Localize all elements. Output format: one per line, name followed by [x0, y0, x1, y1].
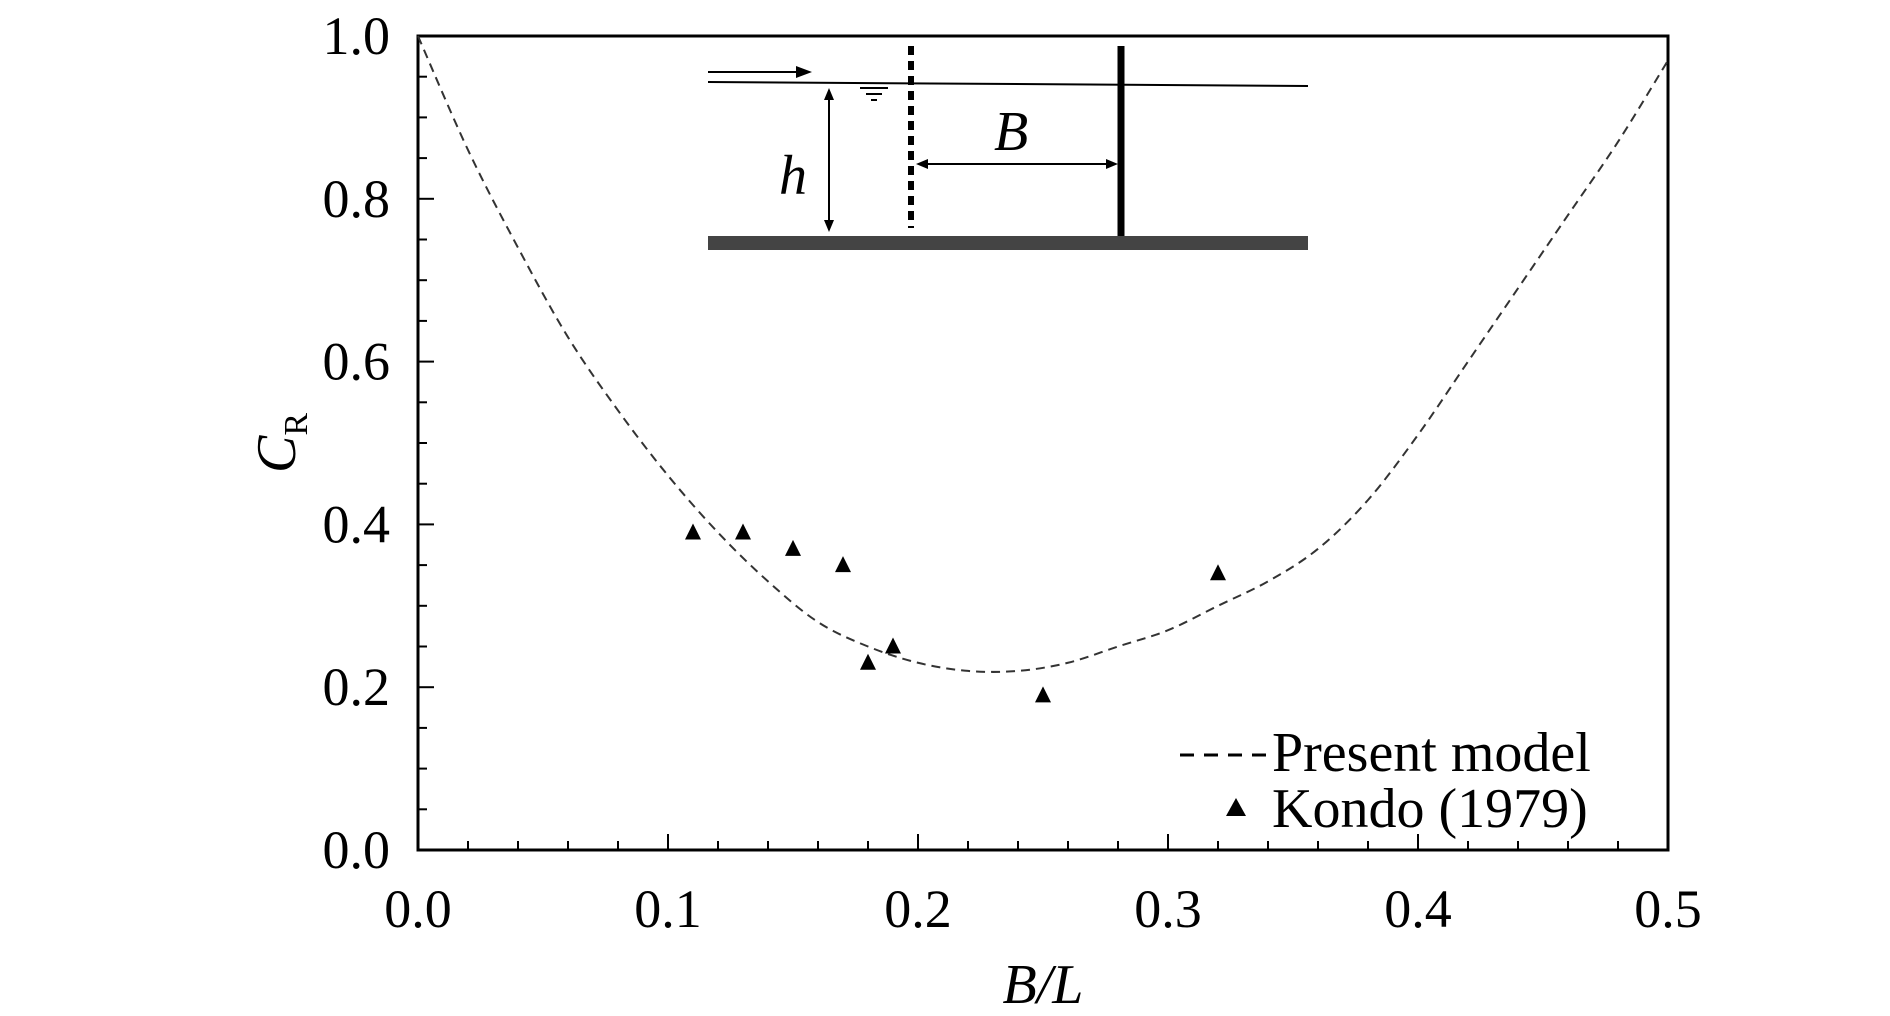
data-point-kondo — [785, 539, 801, 556]
data-point-kondo — [835, 556, 851, 573]
x-tick-label: 0.3 — [1134, 879, 1202, 939]
data-point-kondo — [885, 637, 901, 654]
x-tick-label: 0.0 — [384, 879, 452, 939]
data-point-kondo — [685, 523, 701, 540]
data-point-kondo — [860, 653, 876, 670]
series-markers-kondo — [685, 523, 1226, 703]
inset-spacing-arrow-left — [916, 159, 928, 169]
x-tick-label: 0.5 — [1634, 879, 1702, 939]
y-tick-label: 0.6 — [323, 332, 391, 392]
inset-height-arrow-top — [824, 88, 834, 100]
svg-text:CR: CR — [246, 413, 315, 473]
y-axis-label: CR — [246, 413, 315, 473]
y-tick-label: 0.0 — [323, 820, 391, 880]
x-tick-label: 0.1 — [634, 879, 702, 939]
inset-label-b: B — [994, 101, 1028, 163]
x-axis-label: B/L — [1003, 954, 1084, 1016]
series-line-present-model — [417, 35, 1669, 673]
y-tick-label: 0.4 — [323, 494, 391, 554]
inset-flow-arrow-head — [796, 66, 812, 78]
y-axis-label-sub: R — [278, 413, 315, 436]
y-tick-label: 1.0 — [323, 6, 391, 66]
axis-ticks — [417, 35, 1669, 851]
data-point-kondo — [735, 523, 751, 540]
inset-spacing-arrow-right — [1106, 159, 1118, 169]
inset-water-surface — [707, 81, 1309, 87]
inset-seabed — [708, 236, 1308, 250]
inset-label-h: h — [779, 145, 807, 207]
legend-label-present-model: Present model — [1272, 722, 1591, 784]
y-tick-label: 0.2 — [323, 657, 391, 717]
inset-height-arrow-bottom — [824, 220, 834, 232]
axis-tick-labels: 0.0 0.1 0.2 0.3 0.4 0.5 0.0 0.2 0.4 0.6 0.8 1.0 — [323, 6, 1702, 939]
inset-schematic: h B — [707, 46, 1309, 250]
legend-swatch-kondo — [1226, 798, 1246, 816]
x-tick-label: 0.2 — [884, 879, 952, 939]
data-point-kondo — [1035, 686, 1051, 703]
legend-label-kondo: Kondo (1979) — [1272, 778, 1588, 840]
x-tick-label: 0.4 — [1384, 879, 1452, 939]
y-tick-label: 0.8 — [323, 169, 391, 229]
y-axis-label-main: C — [246, 435, 308, 473]
legend: Present model Kondo (1979) — [1180, 722, 1591, 840]
data-point-kondo — [1210, 564, 1226, 581]
